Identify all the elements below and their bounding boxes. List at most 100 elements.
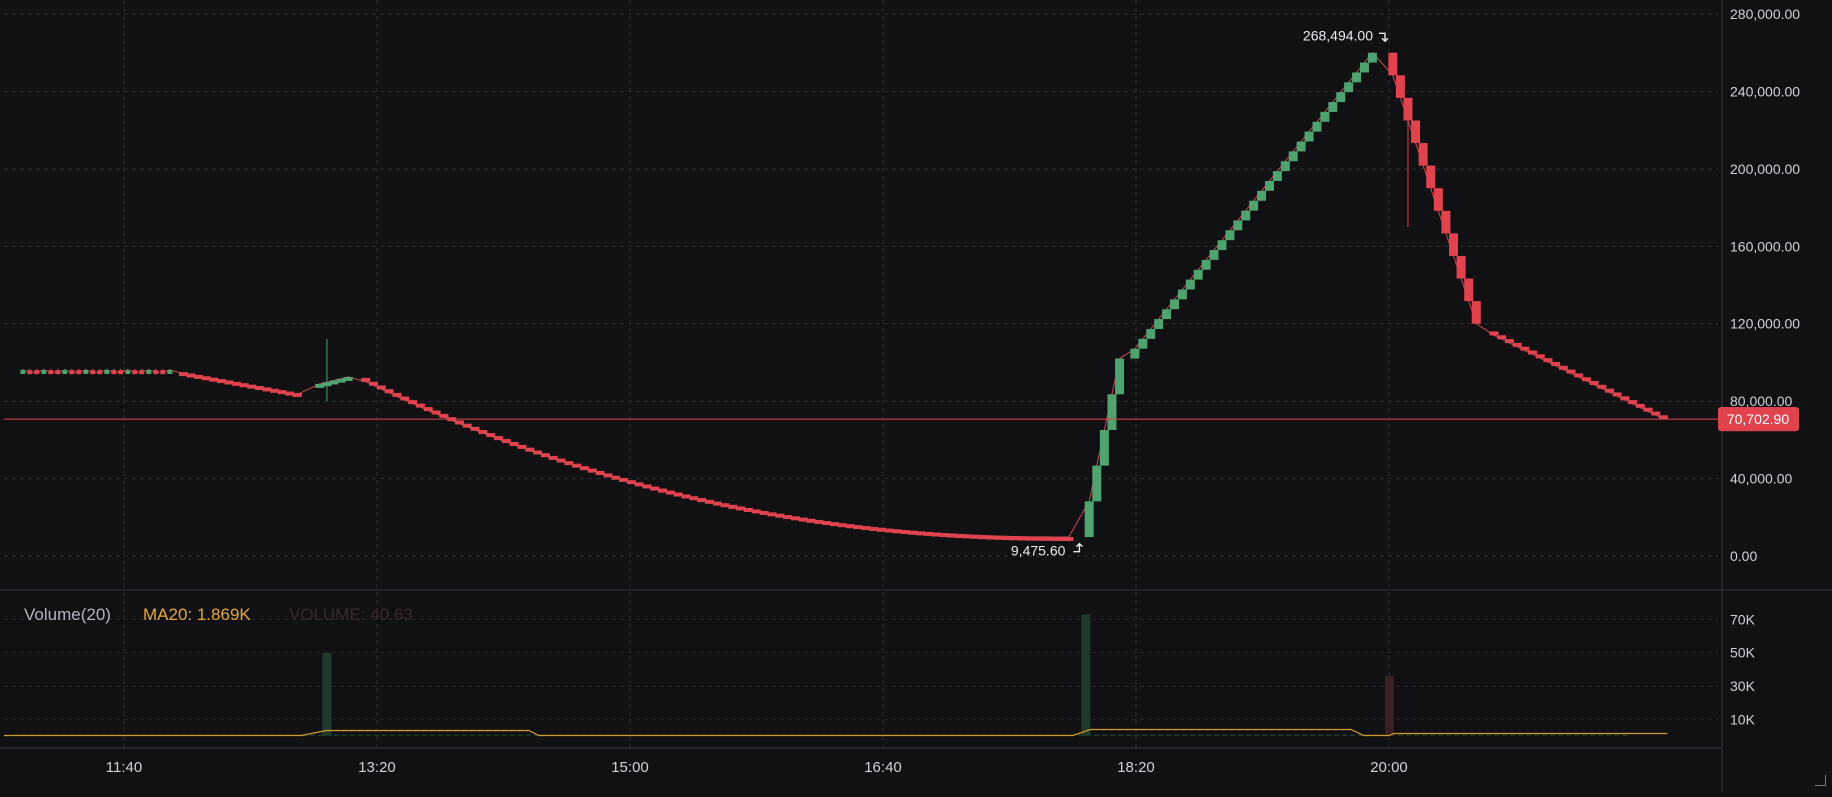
candle-body [540, 453, 550, 458]
candle [658, 488, 668, 493]
candle-body [829, 522, 839, 527]
candle [322, 339, 332, 402]
candle-body [1185, 279, 1195, 290]
candle [1233, 220, 1243, 231]
volume-bar [1182, 734, 1187, 736]
candle [1605, 388, 1615, 393]
candle-body [1471, 301, 1481, 324]
volume-bar [502, 734, 507, 736]
candle-body [392, 392, 402, 397]
candle-body [76, 370, 82, 375]
candle-body [837, 523, 847, 528]
candle [1048, 536, 1058, 541]
candle-body [322, 382, 332, 387]
candle-body [97, 370, 103, 375]
candle [1115, 358, 1125, 395]
candle [587, 468, 597, 473]
volume-bar [1094, 734, 1099, 736]
candle-body [343, 376, 353, 381]
candle-body [728, 504, 738, 509]
candle [1574, 373, 1584, 378]
candle-body [1304, 131, 1314, 142]
grid-lines [4, 0, 1718, 748]
candle [146, 368, 152, 374]
candle [923, 531, 933, 536]
volume-bar [430, 734, 435, 736]
candle-body [139, 370, 145, 375]
candle-body [1520, 346, 1530, 351]
candle-body [673, 492, 683, 497]
candle-body [55, 370, 61, 375]
candle-body [178, 372, 188, 377]
candle [1418, 143, 1428, 166]
candle-body [1272, 171, 1282, 181]
candle [423, 407, 433, 412]
candle [759, 510, 769, 515]
volume-bar [1142, 734, 1147, 736]
candle [1543, 358, 1553, 363]
volume-bar [1318, 734, 1323, 736]
candle-body [845, 524, 855, 529]
volume-bar [1174, 734, 1179, 736]
candle-body [270, 388, 280, 393]
resize-handle-icon[interactable] [1815, 775, 1826, 786]
candle-body [1154, 319, 1164, 329]
volume-bar [1502, 734, 1507, 736]
candle [720, 503, 730, 508]
candle-body [931, 532, 941, 537]
candle [1056, 536, 1066, 541]
volume-bar [1550, 734, 1555, 736]
candle-body [712, 501, 722, 506]
candles-group [20, 52, 1668, 542]
volume-bar [1302, 734, 1307, 736]
price-tick-label: 160,000.00 [1730, 238, 1800, 254]
candle-body [915, 531, 925, 536]
candle-body [239, 383, 249, 388]
volume-bar [1430, 734, 1435, 736]
candle [439, 413, 449, 418]
candle [1288, 151, 1298, 162]
candle-body [665, 490, 675, 495]
candle-body [822, 521, 832, 526]
volume-bar [350, 734, 355, 736]
candle [1092, 465, 1102, 502]
candle [642, 484, 652, 489]
candle-body [1635, 403, 1645, 408]
candle-body [111, 370, 117, 375]
candle-body [186, 373, 196, 378]
price-tick-label: 0.00 [1730, 548, 1757, 564]
volume-bar [1598, 734, 1603, 736]
candle [262, 387, 272, 392]
candle-body [48, 370, 54, 375]
candle-body [626, 480, 636, 485]
candle [1612, 392, 1622, 397]
candle-body [1217, 240, 1227, 251]
volume-bar [1446, 734, 1451, 736]
candle-body [167, 369, 173, 374]
volume-bar [1406, 734, 1411, 736]
volume-bar [1558, 734, 1563, 736]
volume-bar [1414, 734, 1419, 736]
candle [1566, 369, 1576, 374]
volume-bar [1334, 734, 1339, 736]
price-tick-label: 200,000.00 [1730, 161, 1800, 177]
candle-body [1249, 200, 1259, 211]
candle-body [1589, 381, 1599, 386]
volume-bar [1590, 734, 1595, 736]
volume-bar [1422, 734, 1427, 736]
candle [160, 368, 166, 375]
volume-bar [1398, 734, 1403, 736]
volume-bar [1190, 734, 1195, 736]
candle-body [1359, 62, 1369, 73]
candle [1312, 121, 1322, 132]
candle-body [564, 461, 574, 466]
candle-body [1099, 429, 1109, 466]
volume-bar [1238, 734, 1243, 736]
volume-bar [1158, 734, 1163, 736]
candle-body [603, 473, 613, 478]
candle-body [454, 420, 464, 425]
candle-body [1312, 121, 1322, 132]
volume-bar [1510, 734, 1515, 736]
